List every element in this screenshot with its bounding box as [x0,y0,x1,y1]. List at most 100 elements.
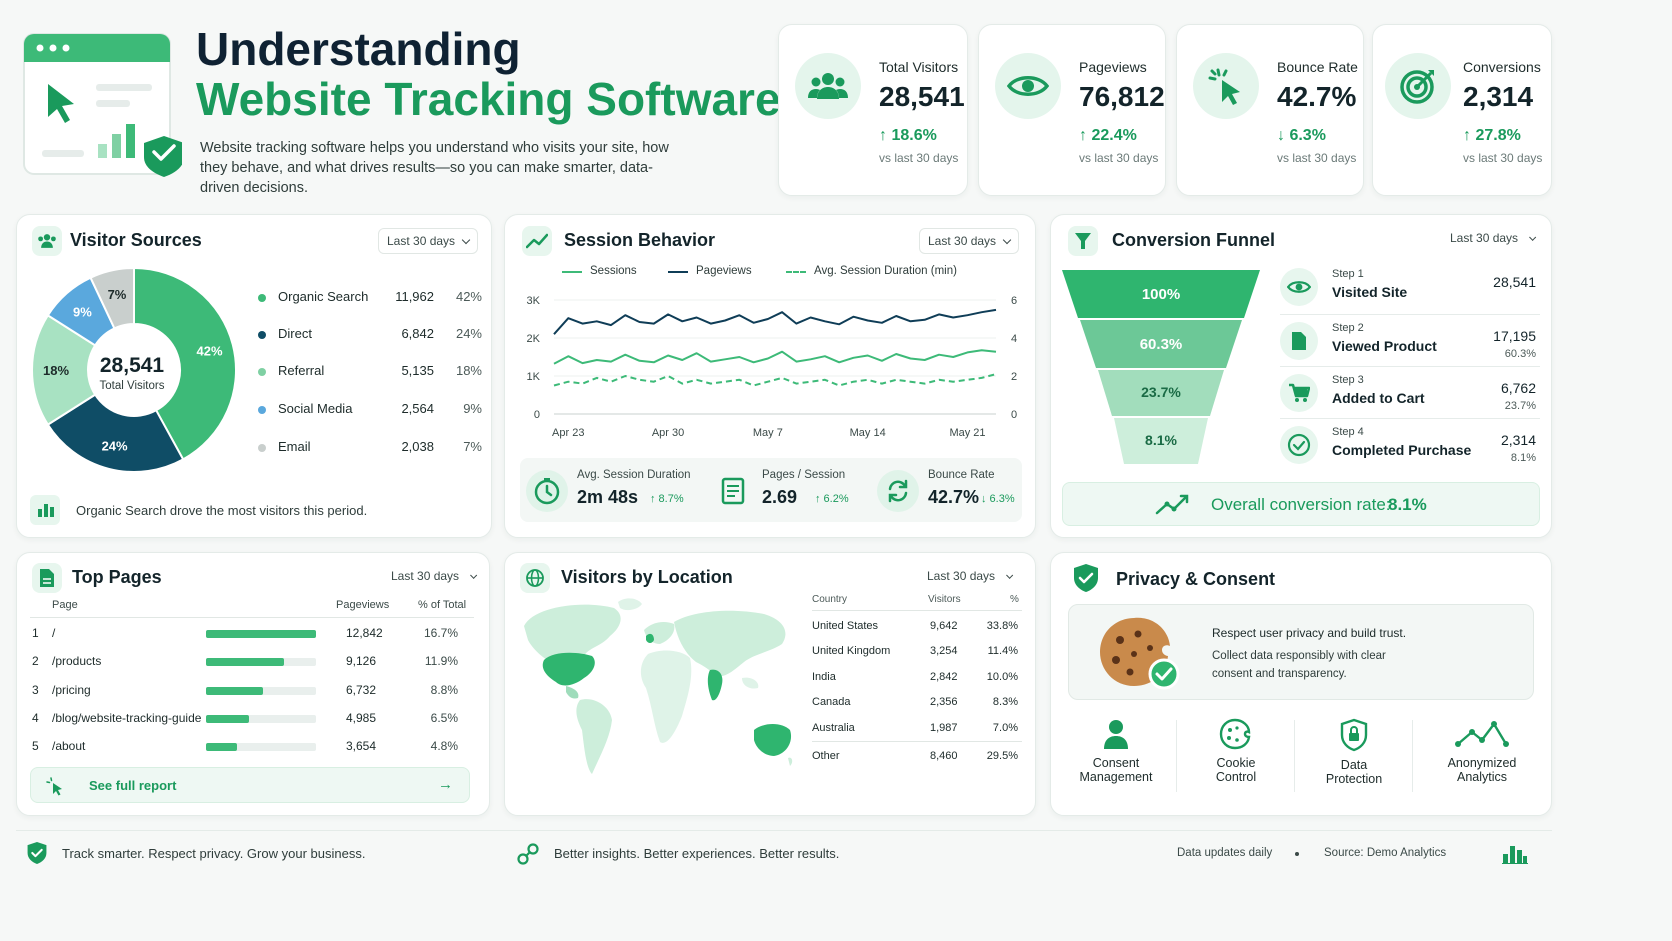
row-rank: 5 [32,739,39,753]
row-bar [206,658,316,666]
location-row: Canada 2,356 8.3% [812,692,1022,714]
stat-change: ↓ 6.3% [981,493,1015,505]
funnel-level-label: 8.1% [1145,432,1177,448]
y-tick-left: 1K [527,371,541,383]
session-behavior-range-dropdown[interactable]: Last 30 days [919,228,1020,254]
visitor-sources-donut: 42% 24% 18% 9% 7% [31,266,237,473]
privacy-item-label-2: Protection [1325,772,1383,786]
overall-conversion-value: 8.1% [1388,495,1427,514]
cookie-outline-icon [1219,718,1251,750]
top-pages-range-dropdown[interactable]: Last 30 days [391,569,478,583]
see-full-report-button[interactable]: See full report → [30,767,470,803]
table-row[interactable]: 4/blog/website-tracking-guide 4,985 6.5% [30,707,476,731]
legend-dot [258,368,266,376]
y-tick-right: 6 [1011,295,1017,307]
footer-updates: Data updates daily [1177,847,1273,859]
funnel-step-4: Step 4 Completed Purchase 2,314 8.1% [1280,422,1540,470]
table-row[interactable]: 5/about 3,654 4.8% [30,735,476,759]
kpi-card-bounce-rate: Bounce Rate 42.7% ↓ 6.3% vs last 30 days [1176,24,1364,196]
donut-center-value: 28,541 [99,354,165,377]
cart-icon [1280,374,1318,412]
row-page: /products [52,654,102,668]
stat-label: Pages / Session [762,469,846,481]
visitor-sources-footnote: Organic Search drove the most visitors t… [76,503,368,518]
row-bar [206,630,316,638]
divider [812,610,1022,611]
stat-change: ↑ 8.7% [650,493,684,505]
funnel-step-number: Step 3 [1332,374,1364,386]
location-row: Other 8,460 29.5% [812,746,1022,768]
source-name: Organic Search [278,289,369,304]
source-pct: 7% [463,439,482,454]
legend-label-duration: Avg. Session Duration (min) [814,265,957,277]
location-title: Visitors by Location [561,567,733,587]
kpi-change: ↑ 27.8% [1463,127,1521,144]
divider [1176,720,1177,792]
donut-slice-label: 42% [197,344,223,359]
privacy-body: Collect data responsibly with clear cons… [1212,650,1386,680]
y-tick-right: 0 [1011,409,1017,421]
table-row[interactable]: 1 / 12,842 16.7% [30,622,476,646]
cookie-icon [1100,617,1180,690]
globe-icon [520,563,550,593]
legend-swatch-pageviews [668,271,688,273]
location-country: Canada [812,696,851,708]
legend-dot [258,444,266,452]
divider [1280,314,1540,315]
funnel-level-3 [1098,370,1224,416]
location-header-visitors: Visitors [928,594,961,605]
x-tick: May 14 [850,427,886,439]
source-name: Direct [278,326,312,341]
row-pct: 4.8% [430,739,458,753]
donut-slice-label: 18% [43,363,69,378]
funnel-level-label: 60.3% [1139,336,1183,353]
funnel-step-value: 6,762 [1500,380,1536,396]
privacy-item-label-2: Management [1079,770,1153,784]
location-pct: 11.4% [987,645,1018,657]
privacy-title: Privacy & Consent [1116,569,1276,589]
source-name: Referral [278,363,325,378]
source-row-organic: Organic Search 11,962 42% [258,289,482,309]
location-row: United States 9,642 33.8% [812,616,1022,638]
location-country: Other [812,750,840,762]
session-stats-panel [520,458,1022,522]
funnel-range-dropdown[interactable]: Last 30 days [1450,231,1537,245]
series-line-1 [553,308,997,335]
eye-icon [1280,268,1318,306]
overall-conversion-banner: Overall conversion rate: 8.1% [1062,482,1540,526]
row-views: 12,842 [346,626,383,640]
privacy-headline: Respect user privacy and build trust. [1212,626,1407,640]
table-row[interactable]: 2/products 9,126 11.9% [30,650,476,674]
arrow-right-icon: → [438,776,453,793]
row-views: 6,732 [346,683,377,697]
funnel-step-name: Added to Cart [1332,390,1425,406]
location-visitors: 3,254 [930,645,958,657]
title-line-1: Understanding [196,23,521,75]
source-visitors: 2,564 [401,401,434,416]
privacy-item-label-2: Control [1215,770,1257,784]
privacy-item-label-1: Anonymized [1447,756,1517,770]
hero-illustration [22,32,184,182]
visitor-sources-range-dropdown[interactable]: Last 30 days [378,228,479,254]
donut-slice-4 [89,266,135,330]
cursor-click-icon [46,777,62,796]
title-line-2: Website Tracking Software [196,73,781,125]
x-tick: May 7 [753,427,783,439]
users-icon [32,226,62,256]
chart-legend: Sessions Pageviews Avg. Session Duration… [562,265,1002,281]
row-bar-fill [206,743,237,751]
footer-tagline: Track smarter. Respect privacy. Grow you… [62,846,366,861]
footer-middle-text: Better insights. Better experiences. Bet… [554,846,840,861]
funnel-step-pct: 23.7% [1504,400,1536,412]
conversion-funnel-title: Conversion Funnel [1112,230,1276,250]
target-icon [1385,53,1451,119]
location-range-dropdown[interactable]: Last 30 days [927,569,1014,583]
refresh-icon [877,470,919,512]
kpi-label: Conversions [1463,59,1541,75]
legend-swatch-duration [786,271,806,273]
footer-source: Source: Demo Analytics [1324,847,1447,859]
user-icon [1104,720,1128,749]
funnel-icon [1068,226,1098,256]
location-row: India 2,842 10.0% [812,667,1022,689]
table-row[interactable]: 3/pricing 6,732 8.8% [30,679,476,703]
